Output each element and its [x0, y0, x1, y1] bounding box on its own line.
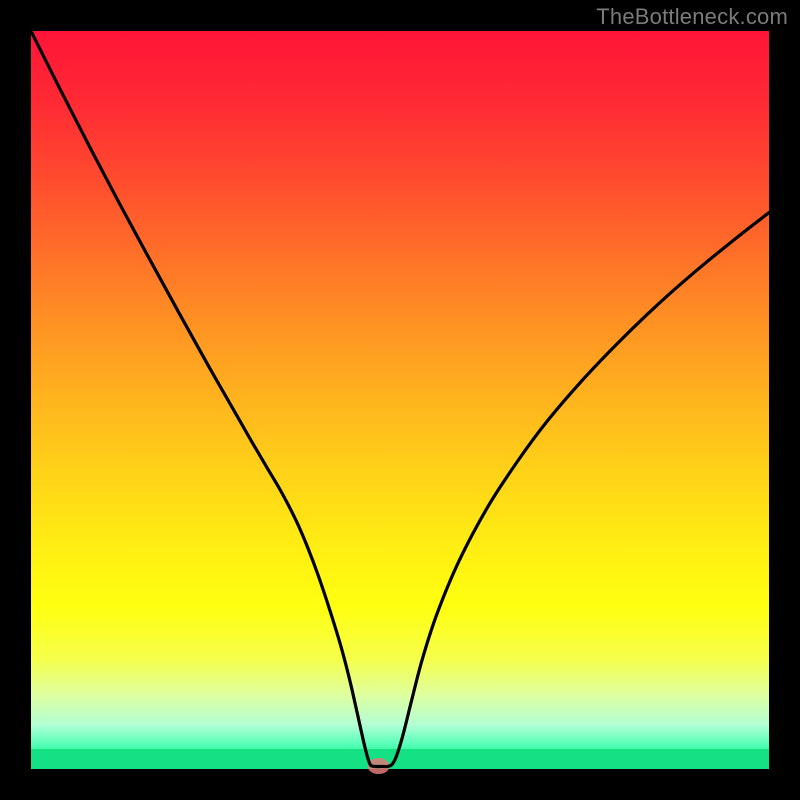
plot-bottom-band: [31, 749, 769, 769]
plot-area-bg: [31, 31, 769, 769]
watermark-text: TheBottleneck.com: [596, 4, 788, 30]
